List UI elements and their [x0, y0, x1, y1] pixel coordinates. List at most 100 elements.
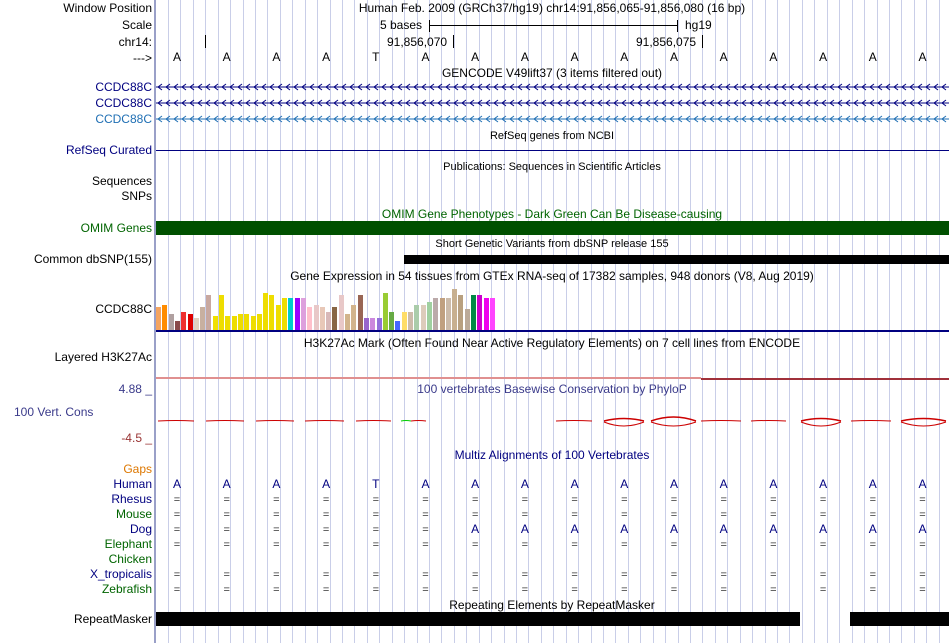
- gtex-tissue-bar[interactable]: [389, 312, 394, 330]
- gencode-gene-feature[interactable]: [156, 82, 949, 92]
- gtex-tissue-bar[interactable]: [314, 305, 319, 330]
- gtex-tissue-bar[interactable]: [238, 314, 243, 330]
- gtex-tissue-bar[interactable]: [358, 295, 363, 330]
- strand-chevron: [309, 83, 315, 91]
- gtex-tissue-bar[interactable]: [156, 307, 161, 330]
- gencode-gene-label[interactable]: CCDC88C: [95, 112, 152, 126]
- gtex-tissue-bar[interactable]: [232, 316, 237, 330]
- strand-chevron: [797, 83, 803, 91]
- phylop-label[interactable]: 100 Vert. Cons: [14, 405, 94, 419]
- gtex-tissue-bar[interactable]: [364, 318, 369, 330]
- strand-chevron: [357, 83, 363, 91]
- gtex-tissue-bar[interactable]: [484, 298, 489, 330]
- gtex-tissue-bar[interactable]: [471, 295, 476, 330]
- multiz-species-label[interactable]: Elephant: [104, 537, 152, 551]
- gtex-tissue-bar[interactable]: [433, 298, 438, 330]
- gtex-tissue-bar[interactable]: [414, 305, 419, 330]
- gtex-tissue-bar[interactable]: [307, 307, 312, 330]
- gtex-tissue-bar[interactable]: [194, 318, 199, 330]
- gtex-tissue-bar[interactable]: [408, 312, 413, 330]
- gtex-tissue-bar[interactable]: [370, 318, 375, 330]
- gtex-tissue-bar[interactable]: [181, 312, 186, 330]
- omim-label[interactable]: OMIM Genes: [80, 221, 152, 235]
- gtex-tissue-bar[interactable]: [213, 316, 218, 330]
- gtex-tissue-bar[interactable]: [188, 314, 193, 330]
- gtex-tissue-bar[interactable]: [490, 298, 495, 330]
- gtex-tissue-bar[interactable]: [427, 302, 432, 330]
- gtex-tissue-bar[interactable]: [458, 295, 463, 330]
- gtex-tissue-bar[interactable]: [276, 305, 281, 330]
- multiz-species-label[interactable]: Human: [113, 477, 152, 491]
- gtex-tissue-bar[interactable]: [421, 305, 426, 330]
- strand-chevron: [637, 83, 643, 91]
- strand-chevron: [157, 99, 163, 107]
- multiz-alignment-cell: A: [272, 477, 281, 491]
- phylop-track-title: 100 vertebrates Basewise Conservation by…: [417, 382, 687, 396]
- gtex-tissue-bar[interactable]: [345, 314, 350, 330]
- multiz-alignment-cell: =: [322, 569, 330, 581]
- gtex-expression-chart[interactable]: [156, 284, 556, 330]
- strand-chevron: [605, 115, 611, 123]
- gtex-tissue-bar[interactable]: [351, 305, 356, 330]
- publications-label[interactable]: Sequences: [91, 174, 152, 188]
- gtex-tissue-bar[interactable]: [383, 293, 388, 330]
- strand-chevron: [725, 115, 731, 123]
- gtex-tissue-bar[interactable]: [257, 314, 262, 330]
- gtex-tissue-bar[interactable]: [269, 295, 274, 330]
- gtex-tissue-bar[interactable]: [251, 316, 256, 330]
- snps-label[interactable]: SNPs: [121, 189, 152, 203]
- gtex-label[interactable]: CCDC88C: [95, 302, 152, 316]
- gtex-tissue-bar[interactable]: [326, 312, 331, 330]
- gtex-tissue-bar[interactable]: [162, 305, 167, 330]
- gtex-tissue-bar[interactable]: [263, 293, 268, 330]
- strand-chevron: [533, 99, 539, 107]
- gtex-tissue-bar[interactable]: [301, 298, 306, 330]
- gencode-gene-feature[interactable]: [156, 98, 949, 108]
- gtex-tissue-bar[interactable]: [320, 307, 325, 330]
- strand-chevron: [805, 115, 811, 123]
- refseq-label[interactable]: RefSeq Curated: [65, 143, 152, 157]
- h3k27ac-label[interactable]: Layered H3K27Ac: [54, 350, 152, 364]
- gtex-tissue-bar[interactable]: [200, 307, 205, 330]
- gtex-tissue-bar[interactable]: [282, 298, 287, 330]
- dbsnp-feature[interactable]: [404, 255, 949, 264]
- multiz-alignment-cell: =: [571, 569, 578, 581]
- gencode-gene-label[interactable]: CCDC88C: [95, 80, 152, 94]
- multiz-species-label[interactable]: Gaps: [123, 462, 152, 476]
- multiz-species-label[interactable]: X_tropicalis: [89, 567, 152, 581]
- strand-chevron: [341, 83, 347, 91]
- gtex-tissue-bar[interactable]: [395, 321, 400, 330]
- gtex-tissue-bar[interactable]: [339, 295, 344, 330]
- gtex-tissue-bar[interactable]: [402, 312, 407, 330]
- refseq-gene-line[interactable]: [156, 150, 949, 151]
- gtex-tissue-bar[interactable]: [440, 298, 445, 330]
- gtex-tissue-bar[interactable]: [332, 307, 337, 330]
- omim-feature[interactable]: [156, 221, 949, 235]
- dbsnp-label[interactable]: Common dbSNP(155): [33, 252, 152, 266]
- gtex-tissue-bar[interactable]: [288, 298, 293, 330]
- gtex-tissue-bar[interactable]: [175, 321, 180, 330]
- gtex-tissue-bar[interactable]: [225, 316, 230, 330]
- multiz-species-label[interactable]: Dog: [129, 522, 152, 536]
- gtex-tissue-bar[interactable]: [446, 298, 451, 330]
- multiz-species-label[interactable]: Rhesus: [111, 492, 152, 506]
- gencode-gene-label[interactable]: CCDC88C: [95, 96, 152, 110]
- gtex-tissue-bar[interactable]: [465, 309, 470, 330]
- gtex-tissue-bar[interactable]: [244, 314, 249, 330]
- repeatmasker-label[interactable]: RepeatMasker: [73, 612, 152, 626]
- gtex-tissue-bar[interactable]: [295, 298, 300, 330]
- gtex-tissue-bar[interactable]: [452, 289, 457, 330]
- gtex-tissue-bar[interactable]: [219, 295, 224, 330]
- gencode-gene-feature[interactable]: [156, 114, 949, 124]
- gtex-tissue-bar[interactable]: [169, 314, 174, 330]
- strand-chevron: [765, 83, 771, 91]
- phylop-conservation-plot[interactable]: [156, 410, 949, 432]
- multiz-species-label[interactable]: Chicken: [108, 552, 152, 566]
- gtex-tissue-bar[interactable]: [477, 295, 482, 330]
- repeatmasker-feature[interactable]: [850, 612, 949, 626]
- gtex-tissue-bar[interactable]: [206, 295, 211, 330]
- multiz-species-label[interactable]: Mouse: [115, 507, 152, 521]
- gtex-tissue-bar[interactable]: [377, 318, 382, 330]
- repeatmasker-feature[interactable]: [156, 612, 800, 626]
- multiz-species-label[interactable]: Zebrafish: [101, 582, 152, 596]
